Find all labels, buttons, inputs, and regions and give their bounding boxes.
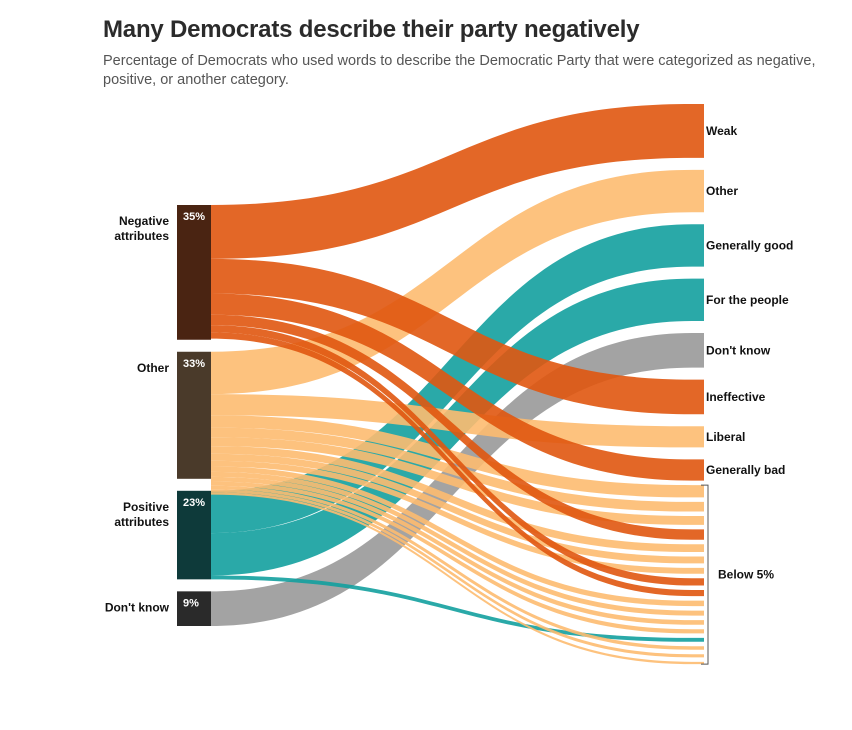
below-5-bracket xyxy=(701,484,709,665)
source-bar-dk xyxy=(177,591,211,626)
flow-oth-small-10 xyxy=(211,437,704,525)
target-label-other: Other xyxy=(706,184,738,198)
flows-layer xyxy=(211,104,704,665)
target-label-liberal: Liberal xyxy=(706,430,745,444)
flow-neg-generally-bad xyxy=(211,293,704,481)
flow-neg-ineffective xyxy=(211,258,704,415)
source-label-pos: Positive xyxy=(123,500,169,514)
flow-oth-small-13 xyxy=(211,453,704,564)
flow-neg-weak xyxy=(211,104,704,259)
target-label-generally-good: Generally good xyxy=(706,238,793,252)
source-label-neg: attributes xyxy=(114,229,169,243)
source-percent-pos: 23% xyxy=(183,497,205,509)
source-percent-neg: 35% xyxy=(183,211,205,223)
source-percent-oth: 33% xyxy=(183,358,205,370)
flow-oth-small-14 xyxy=(211,460,704,574)
target-label-weak: Weak xyxy=(706,124,737,138)
flow-oth-small-8 xyxy=(211,415,704,498)
source-label-dk: Don't know xyxy=(105,600,170,614)
nodes-layer xyxy=(177,205,211,626)
flow-oth-liberal xyxy=(211,394,704,448)
source-label-neg: Negative xyxy=(119,214,169,228)
source-percent-dk: 9% xyxy=(183,597,199,609)
target-label-for-the-people: For the people xyxy=(706,293,789,307)
labels-layer: 35%Negativeattributes33%Other23%Positive… xyxy=(105,124,793,665)
source-label-oth: Other xyxy=(137,361,169,375)
source-label-pos: attributes xyxy=(114,515,169,529)
source-bar-pos xyxy=(177,490,211,580)
flow-pos-small-21 xyxy=(211,575,704,642)
target-label-don-t-know: Don't know xyxy=(706,343,771,357)
source-bar-neg xyxy=(177,205,211,340)
flow-pos-generally-good xyxy=(211,224,704,534)
chart-subtitle: Percentage of Democrats who used words t… xyxy=(103,53,816,88)
bracket-label: Below 5% xyxy=(718,568,774,582)
source-bar-oth xyxy=(177,351,211,479)
target-label-generally-bad: Generally bad xyxy=(706,463,785,477)
target-label-ineffective: Ineffective xyxy=(706,390,766,404)
chart-title: Many Democrats describe their party nega… xyxy=(103,16,640,43)
flow-oth-other xyxy=(211,169,704,395)
flow-oth-small-12 xyxy=(211,446,704,552)
